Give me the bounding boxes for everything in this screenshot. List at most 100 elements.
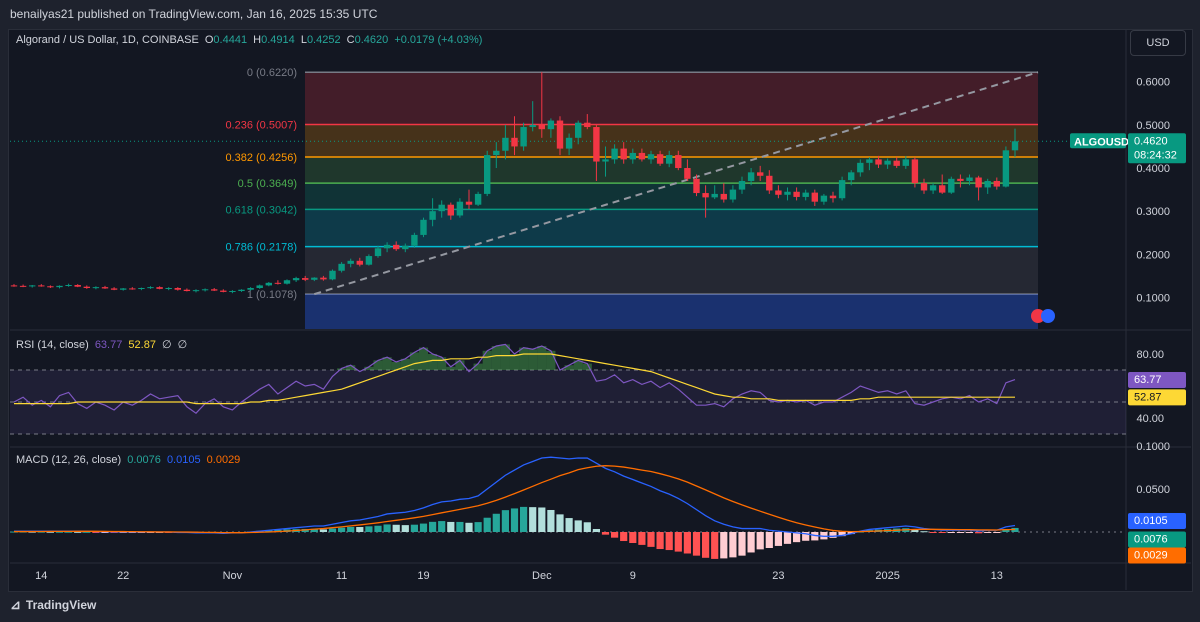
- macd-histogram-bar: [938, 532, 946, 533]
- candle-body: [1002, 150, 1010, 187]
- tradingview-logo-icon: ⊿: [10, 597, 21, 612]
- rsi-overbought-fill: [346, 365, 356, 370]
- fib-level-label: 0.236 (0.5007): [225, 120, 297, 132]
- macd-histogram-bar: [28, 531, 36, 533]
- macd-histogram-bar: [711, 532, 719, 559]
- price-tick-label: 0.6000: [1136, 77, 1170, 89]
- last-price-tag-bg: [1128, 133, 1186, 164]
- macd-histogram-bar: [975, 532, 983, 534]
- macd-histogram-bar: [392, 524, 400, 532]
- tradingview-logo[interactable]: ⊿ TradingView: [10, 597, 96, 613]
- fib-level-label: 0.618 (0.3042): [225, 204, 297, 216]
- rsi-overbought-fill: [509, 354, 520, 370]
- macd-histogram-bar: [10, 531, 18, 533]
- rsi-tick-label: 40.00: [1136, 413, 1164, 425]
- macd-histogram-bar: [683, 532, 691, 554]
- symbol-title[interactable]: Algorand / US Dollar, 1D, COINBASE: [16, 34, 199, 46]
- macd-histogram-bar: [665, 532, 673, 551]
- candle-body: [684, 168, 691, 179]
- candle-body: [256, 285, 263, 289]
- rsi-overbought-fill: [400, 358, 410, 370]
- fib-trend-line: [314, 71, 1039, 296]
- candle-body: [74, 284, 81, 287]
- close-label: C: [346, 34, 355, 46]
- macd-histogram-bar: [328, 528, 337, 532]
- last-price-tag: 0.4620: [1134, 135, 1168, 147]
- currency-button[interactable]: USD: [1130, 30, 1186, 56]
- rsi-overbought-fill: [418, 347, 429, 370]
- candle-body: [1011, 141, 1019, 151]
- candle-body: [238, 289, 245, 292]
- rsi-title[interactable]: RSI (14, close): [16, 339, 89, 351]
- rsi-overbought-fill: [500, 344, 510, 370]
- macd-histogram-bar: [656, 532, 664, 550]
- rsi-overbought-fill: [528, 349, 538, 370]
- candle-body: [311, 277, 318, 280]
- candle-body: [747, 172, 755, 181]
- fib-zone: [305, 246, 1038, 295]
- macd-histogram-bar: [720, 532, 728, 559]
- candle-body: [165, 288, 172, 290]
- candle-body: [56, 285, 63, 288]
- rsi-overbought-fill: [546, 350, 556, 370]
- macd-title[interactable]: MACD (12, 26, close): [16, 454, 122, 466]
- macd-histogram-bar: [92, 532, 100, 533]
- candle-body: [383, 244, 391, 249]
- candle-body: [838, 180, 846, 199]
- candle-body: [283, 280, 291, 284]
- candle-body: [529, 124, 536, 128]
- candle-body: [29, 285, 36, 287]
- macd-histogram-bar: [456, 521, 464, 532]
- candle-body: [174, 288, 181, 290]
- candle-body: [820, 195, 828, 202]
- candle-body: [575, 122, 582, 138]
- candle-body: [584, 122, 591, 128]
- open-label: O: [204, 34, 214, 46]
- fib-level-label: 0.5 (0.3649): [238, 178, 297, 190]
- candle-body: [474, 193, 482, 205]
- macd-histogram-bar: [319, 529, 327, 532]
- macd-histogram-bar: [747, 532, 755, 553]
- candle-body: [875, 159, 882, 165]
- rsi-overbought-fill: [473, 363, 483, 370]
- candle-body: [38, 285, 45, 287]
- time-tick-label: 9: [630, 570, 636, 582]
- macd-signal-line: [14, 465, 1016, 534]
- rsi-overbought-fill: [519, 347, 529, 370]
- last-price-tag: 08:24:32: [1134, 149, 1177, 161]
- fib-zone: [305, 124, 1038, 157]
- candle-body: [738, 180, 746, 190]
- fib-zone: [305, 183, 1038, 210]
- macd-histogram-bar: [492, 513, 500, 532]
- time-tick-label: 2025: [875, 570, 899, 582]
- candle-body: [429, 211, 436, 220]
- rsi-overbought-fill: [382, 357, 392, 370]
- candle-body: [829, 195, 837, 199]
- macd-histogram-bar: [547, 509, 555, 532]
- main-legend: Algorand / US Dollar, 1D, COINBASE O0.44…: [16, 34, 485, 46]
- candle-body: [538, 124, 545, 130]
- macd-histogram-bar: [756, 532, 764, 550]
- macd-histogram-bar: [920, 531, 928, 533]
- macd-histogram-bar: [356, 527, 364, 532]
- rsi-overbought-fill: [564, 365, 574, 370]
- macd-histogram-bar: [802, 532, 810, 541]
- rsi-overbought-fill: [337, 368, 347, 370]
- candle-body: [274, 282, 282, 284]
- time-tick-label: Dec: [532, 570, 552, 582]
- macd-legend: MACD (12, 26, close) 0.0076 0.0105 0.002…: [16, 454, 243, 466]
- macd-histogram-bar: [638, 532, 646, 545]
- rsi-ma-value: 52.87: [128, 339, 156, 351]
- macd-signal-value: 0.0105: [166, 454, 201, 466]
- candle-body: [593, 127, 600, 162]
- low-value: 0.4252: [306, 34, 341, 46]
- candle-body: [729, 189, 737, 200]
- candle-body: [493, 150, 500, 156]
- candle-body: [893, 160, 900, 166]
- macd-histogram-bar: [520, 506, 528, 532]
- macd-histogram-bar: [574, 520, 582, 532]
- candle-body: [702, 193, 709, 198]
- candle-body: [629, 152, 636, 160]
- rsi-value-tag-bg: [1128, 371, 1186, 388]
- time-tick-label: 22: [117, 570, 129, 582]
